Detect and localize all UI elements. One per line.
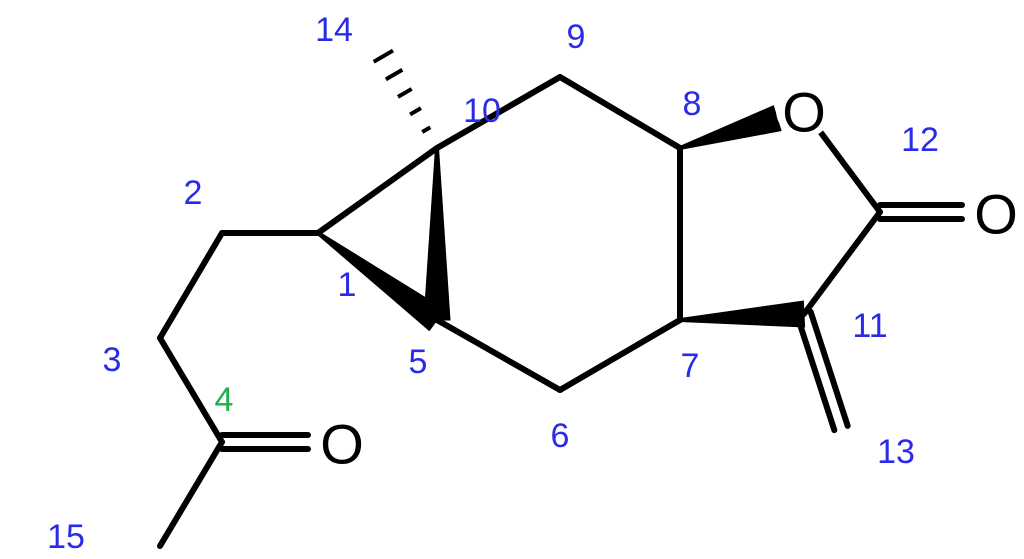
- position-label-13: 13: [877, 433, 915, 471]
- position-label-4: 4: [215, 381, 234, 419]
- atom-O12: O: [974, 183, 1018, 246]
- position-label-9: 9: [567, 18, 586, 56]
- position-label-5: 5: [409, 343, 428, 381]
- position-label-11: 11: [852, 307, 887, 345]
- position-label-15: 15: [47, 518, 85, 556]
- atom-O8: O: [782, 81, 826, 144]
- atom-O4: O: [320, 413, 364, 476]
- position-label-7: 7: [681, 347, 700, 385]
- position-label-2: 2: [184, 174, 203, 212]
- position-label-10: 10: [463, 92, 501, 130]
- position-label-3: 3: [103, 341, 122, 379]
- position-label-14: 14: [315, 11, 353, 49]
- position-label-1: 1: [338, 266, 357, 304]
- position-label-12: 12: [901, 121, 939, 159]
- position-label-8: 8: [683, 85, 702, 123]
- position-label-6: 6: [551, 417, 570, 455]
